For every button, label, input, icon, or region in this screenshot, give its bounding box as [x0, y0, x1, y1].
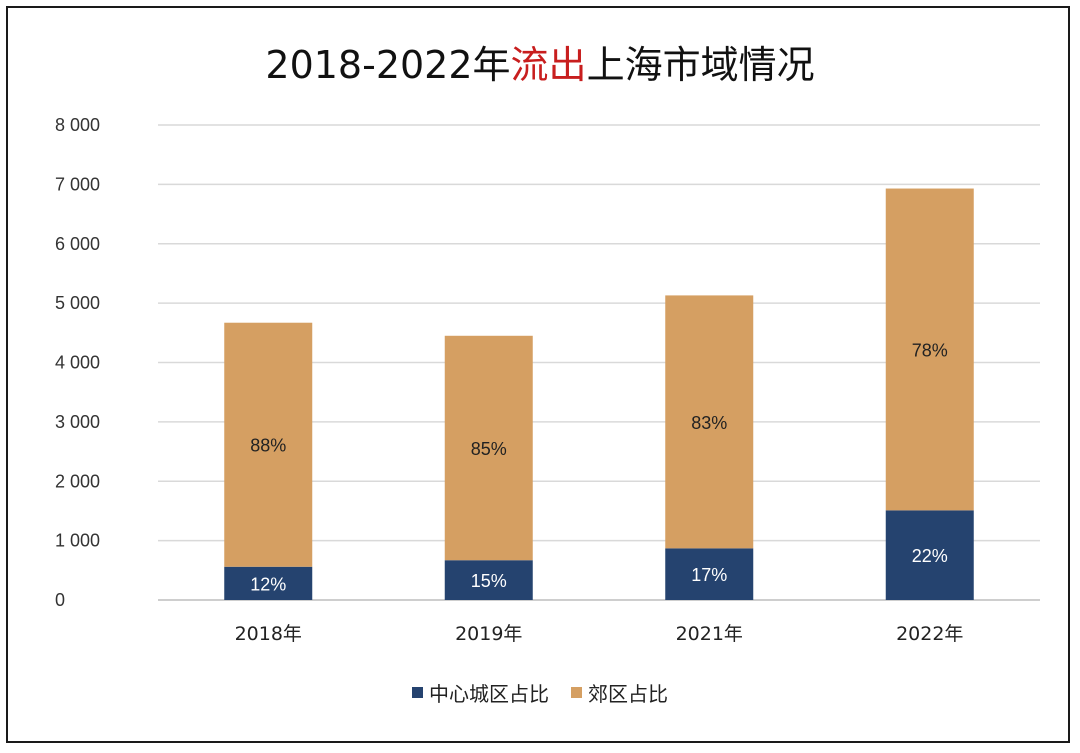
- x-tick-label: 2019年: [455, 623, 522, 645]
- legend-item-suburb: 郊区占比: [571, 678, 668, 707]
- bar-segment-suburb: [444, 335, 533, 561]
- bar-segment-center: [444, 560, 533, 600]
- bar-segment-suburb: [665, 295, 754, 549]
- bar-segment-center: [665, 548, 754, 600]
- y-tick-label: 8 000: [55, 115, 100, 135]
- bar-segment-center: [885, 510, 974, 600]
- bar-segment-suburb: [224, 322, 313, 567]
- x-tick-label: 2021年: [676, 623, 743, 645]
- data-label: 88%: [250, 436, 286, 456]
- bar-segment-suburb: [885, 188, 974, 511]
- legend-item-center: 中心城区占比: [412, 678, 549, 707]
- y-tick-label: 6 000: [55, 234, 100, 254]
- chart-title: 2018-2022年流出上海市域情况: [0, 34, 1080, 89]
- x-tick-label: 2022年: [896, 623, 963, 645]
- y-tick-label: 5 000: [55, 293, 100, 313]
- legend: 中心城区占比 郊区占比: [0, 678, 1080, 707]
- data-label: 15%: [471, 571, 507, 591]
- data-label: 17%: [691, 565, 727, 585]
- y-tick-label: 7 000: [55, 174, 100, 194]
- legend-swatch-suburb: [571, 687, 582, 698]
- data-label: 78%: [912, 340, 948, 360]
- y-tick-label: 0: [55, 590, 65, 610]
- bar-segment-center: [224, 566, 313, 600]
- title-part-2: 上海市域情况: [586, 43, 815, 87]
- x-tick-label: 2018年: [235, 623, 302, 645]
- title-part-1: 2018-2022年: [265, 43, 511, 87]
- legend-swatch-center: [412, 687, 423, 698]
- data-label: 12%: [250, 574, 286, 594]
- data-label: 85%: [471, 439, 507, 459]
- y-tick-label: 4 000: [55, 353, 100, 373]
- y-tick-label: 2 000: [55, 471, 100, 491]
- data-label: 22%: [912, 546, 948, 566]
- legend-label-suburb: 郊区占比: [588, 682, 668, 706]
- y-tick-label: 1 000: [55, 531, 100, 551]
- y-tick-label: 3 000: [55, 412, 100, 432]
- data-label: 83%: [691, 413, 727, 433]
- legend-label-center: 中心城区占比: [429, 682, 549, 706]
- title-highlight: 流出: [510, 43, 587, 87]
